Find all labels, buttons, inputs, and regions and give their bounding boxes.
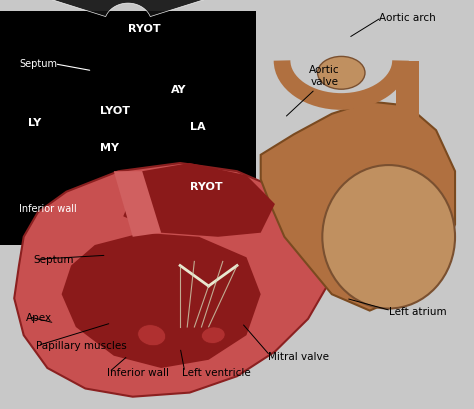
Text: LA: LA xyxy=(190,122,205,132)
Text: Papillary muscles: Papillary muscles xyxy=(36,341,126,351)
Text: AY: AY xyxy=(171,85,186,95)
Text: Septum: Septum xyxy=(33,255,73,265)
Text: Inferior wall: Inferior wall xyxy=(19,204,77,213)
Text: Inferior wall: Inferior wall xyxy=(107,367,169,377)
Text: RYOT: RYOT xyxy=(128,24,161,34)
Text: Aortic arch: Aortic arch xyxy=(379,13,436,23)
Ellipse shape xyxy=(318,57,365,90)
Polygon shape xyxy=(261,102,455,311)
Text: Left ventricle: Left ventricle xyxy=(182,367,251,377)
Text: Aortic
valve: Aortic valve xyxy=(310,65,340,86)
Polygon shape xyxy=(114,172,161,237)
Polygon shape xyxy=(123,164,275,237)
Text: LYOT: LYOT xyxy=(100,106,129,115)
Bar xyxy=(0,12,256,245)
Text: Septum: Septum xyxy=(19,58,57,68)
Polygon shape xyxy=(62,233,261,368)
Bar xyxy=(396,61,419,135)
Polygon shape xyxy=(14,164,332,397)
Ellipse shape xyxy=(138,325,165,346)
Text: Apex: Apex xyxy=(26,312,52,322)
Text: MY: MY xyxy=(100,142,118,152)
Text: Left atrium: Left atrium xyxy=(389,306,447,316)
Text: RYOT: RYOT xyxy=(190,181,222,191)
Text: Mitral valve: Mitral valve xyxy=(268,351,329,361)
Ellipse shape xyxy=(201,327,225,344)
Polygon shape xyxy=(0,0,342,18)
Ellipse shape xyxy=(322,166,455,309)
Text: LY: LY xyxy=(28,118,42,128)
